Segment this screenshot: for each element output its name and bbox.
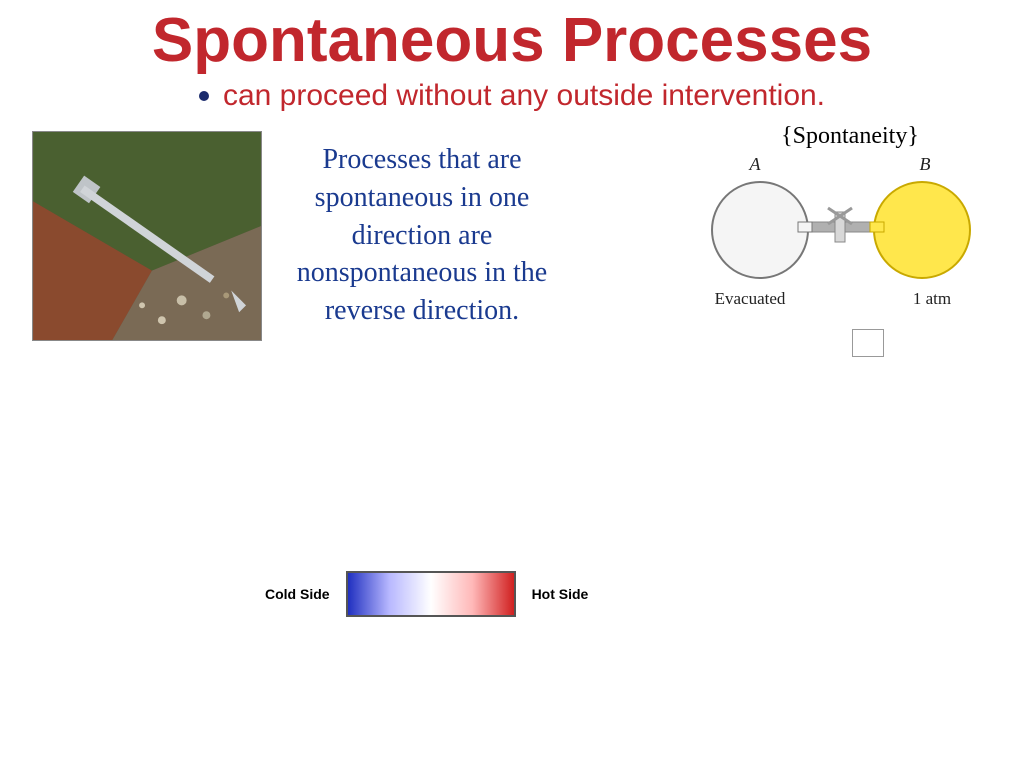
content-area: Processes that are spontaneous in one di… xyxy=(0,131,1024,691)
gas-flask-diagram: A B Evacuated 1 atm xyxy=(700,152,980,312)
flask-a-caption: Evacuated xyxy=(715,289,786,308)
bullet-dot-icon xyxy=(199,91,209,101)
gas-diagram-wrap: {Spontaneity} A B Evacuated 1 atm xyxy=(700,123,1000,317)
hot-side-label: Hot Side xyxy=(532,586,589,602)
nail-photo xyxy=(32,131,262,341)
small-empty-box xyxy=(852,329,884,357)
flask-b-label: B xyxy=(920,154,931,174)
page-title: Spontaneous Processes xyxy=(0,0,1024,73)
bullet-text: can proceed without any outside interven… xyxy=(223,79,825,113)
gradient-bar xyxy=(346,571,516,617)
center-paragraph: Processes that are spontaneous in one di… xyxy=(292,141,552,330)
spontaneity-label: {Spontaneity} xyxy=(700,123,1000,150)
flask-a-label: A xyxy=(749,154,762,174)
temperature-gradient: Cold Side Hot Side xyxy=(265,571,588,617)
bullet-row: can proceed without any outside interven… xyxy=(0,79,1024,113)
flask-b-caption: 1 atm xyxy=(913,289,951,308)
cold-side-label: Cold Side xyxy=(265,586,330,602)
